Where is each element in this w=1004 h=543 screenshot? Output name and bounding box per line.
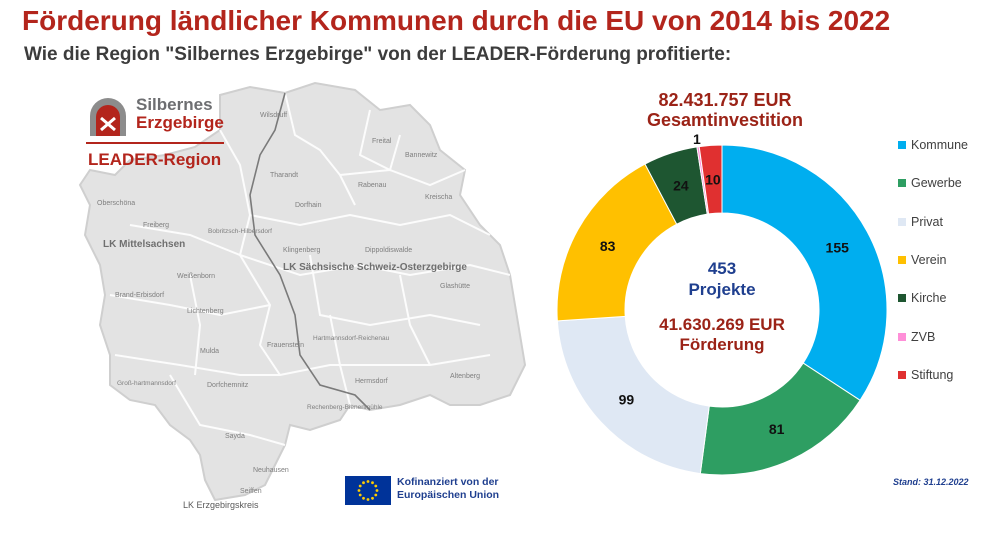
map-label-freiberg: Freiberg: [143, 222, 169, 229]
center-projects-count: 453: [708, 259, 736, 278]
legend-label: Kirche: [911, 291, 947, 306]
map-label-rabenau: Rabenau: [358, 182, 387, 189]
map-label-hermsdorf: Hermsdorf: [355, 378, 388, 385]
eu-star: [366, 480, 370, 483]
eu-star: [375, 489, 379, 492]
district-boundary: [249, 92, 371, 411]
eu-star: [362, 496, 365, 500]
map-label-sayda: Sayda: [225, 433, 245, 440]
map-label-dorfchemnitz: Dorfchemnitz: [207, 382, 249, 389]
legend-label: Gewerbe: [911, 176, 962, 191]
map-label-altenberg: Altenberg: [450, 373, 480, 380]
legend-item-kirche: Kirche: [898, 279, 968, 317]
legend-label: Kommune: [911, 138, 968, 153]
chart-title-label: Gesamtinvestition: [646, 110, 804, 130]
map-label-frauenstein: Frauenstein: [267, 342, 304, 349]
map-label-rechenberg: Rechenberg-Bienenmühle: [307, 404, 383, 411]
legend-item-gewerbe: Gewerbe: [898, 164, 968, 202]
logo-region: LEADER-Region: [88, 150, 222, 169]
eu-text-line-2: Europäischen Union: [397, 489, 500, 501]
slice-label-privat: 99: [619, 392, 635, 408]
map-label-lk-erzgebirgskreis: LK Erzgebirgskreis: [183, 500, 259, 510]
slice-label-kommune: 155: [826, 240, 850, 256]
legend-swatch: [898, 141, 906, 150]
map-label-oberschoena: Oberschöna: [97, 200, 135, 207]
legend-item-kommune: Kommune: [898, 126, 968, 164]
map-label-kreischa: Kreischa: [425, 194, 452, 201]
map-label-brand-erbisdorf: Brand-Erbisdorf: [115, 292, 164, 299]
slice-label-stiftung: 10: [705, 171, 721, 187]
eu-star: [362, 481, 365, 485]
eu-flag-icon: [345, 476, 391, 505]
slice-label-zvb: 1: [693, 131, 701, 147]
legend-swatch: [898, 179, 906, 188]
legend-label: ZVB: [911, 329, 936, 344]
mine-tunnel-icon: [90, 98, 126, 136]
eu-star: [374, 493, 378, 497]
map-label-seiffen: Seiffen: [240, 488, 262, 495]
map-label-lk-mittelsachsen: LK Mittelsachsen: [103, 239, 185, 250]
legend-item-zvb: ZVB: [898, 317, 968, 355]
legend-item-stiftung: Stiftung: [898, 356, 968, 394]
donut-slice-stiftung: [698, 144, 723, 215]
slice-label-verein: 83: [600, 238, 616, 254]
eu-star: [358, 493, 362, 497]
legend-item-privat: Privat: [898, 203, 968, 241]
center-funding-label: Förderung: [680, 335, 765, 354]
municipality-borders: [109, 92, 511, 446]
legend-swatch: [898, 294, 906, 303]
logo-divider: [86, 142, 224, 144]
chart-title-amount: 82.431.757 EUR: [658, 90, 792, 110]
map-label-weissenborn: Weißenborn: [177, 273, 215, 280]
eu-star: [357, 489, 361, 492]
legend-swatch: [898, 370, 906, 379]
legend-swatch: [898, 332, 906, 341]
map-label-glashuette: Glashütte: [440, 283, 470, 290]
page-subtitle: Wie die Region "Silbernes Erzgebirge" vo…: [24, 44, 732, 65]
eu-star: [358, 484, 362, 488]
eu-star: [374, 484, 378, 488]
eu-text-line-1: Kofinanziert von der: [397, 476, 499, 488]
donut-slice-kommune: [721, 144, 888, 401]
legend-label: Verein: [911, 253, 947, 268]
legend-item-verein: Verein: [898, 241, 968, 279]
map-label-mulda: Mulda: [200, 348, 219, 355]
leader-logo: Silbernes Erzgebirge LEADER-Region: [86, 92, 226, 177]
center-projects-label: Projekte: [688, 280, 755, 299]
logo-line-2: Erzgebirge: [136, 113, 224, 132]
legend-swatch: [898, 217, 906, 226]
legend-label: Stiftung: [911, 367, 954, 382]
slice-label-kirche: 24: [673, 178, 689, 194]
donut-slice-privat: [556, 315, 710, 475]
chart-title: 82.431.757 EUR Gesamtinvestition: [620, 90, 830, 130]
region-map: Oberschöna Wilsdruff Freital Bannewitz T…: [78, 81, 527, 510]
map-label-wilsdruff: Wilsdruff: [260, 112, 287, 119]
map-label-lichtenberg: Lichtenberg: [187, 308, 224, 315]
map-label-bobritzsch: Bobritzsch-Hilbersdorf: [208, 228, 272, 235]
eu-star: [371, 496, 374, 500]
map-label-klingenberg: Klingenberg: [283, 247, 320, 254]
map-label-hartmannsdorf: Hartmannsdorf-Reichenau: [313, 335, 390, 342]
center-funding-amount: 41.630.269 EUR: [659, 315, 785, 334]
map-label-freital: Freital: [372, 138, 392, 145]
map-label-bannewitz: Bannewitz: [405, 152, 438, 159]
map-label-tharandt: Tharandt: [270, 172, 298, 179]
map-label-neuhausen: Neuhausen: [253, 467, 289, 474]
map-label-dippoldiswalde: Dippoldiswalde: [365, 247, 412, 254]
page-title: Förderung ländlicher Kommunen durch die …: [22, 5, 891, 36]
chart-legend: Kommune Gewerbe Privat Verein Kirche ZVB Stift…: [898, 126, 968, 394]
map-label-grosshartmannsdorf: Groß-hartmannsdorf: [117, 380, 176, 387]
status-date: Stand: 31.12.2022: [893, 477, 969, 487]
legend-swatch: [898, 256, 906, 265]
donut-chart: 155 81 99 83 24 1 10 453 Projekte 41.630.269 E…: [556, 131, 888, 476]
logo-line-1: Silbernes: [136, 95, 213, 114]
eu-star: [371, 481, 374, 485]
map-label-dorfhain: Dorfhain: [295, 202, 322, 209]
eu-star: [366, 498, 370, 501]
legend-label: Privat: [911, 214, 943, 229]
region-map-shape: [78, 81, 527, 502]
slice-label-gewerbe: 81: [769, 421, 785, 437]
map-label-lk-saechsische-schweiz: LK Sächsische Schweiz-Osterzgebirge: [283, 262, 467, 273]
eu-cofunding-text: Kofinanziert von der Europäischen Union: [397, 476, 499, 502]
